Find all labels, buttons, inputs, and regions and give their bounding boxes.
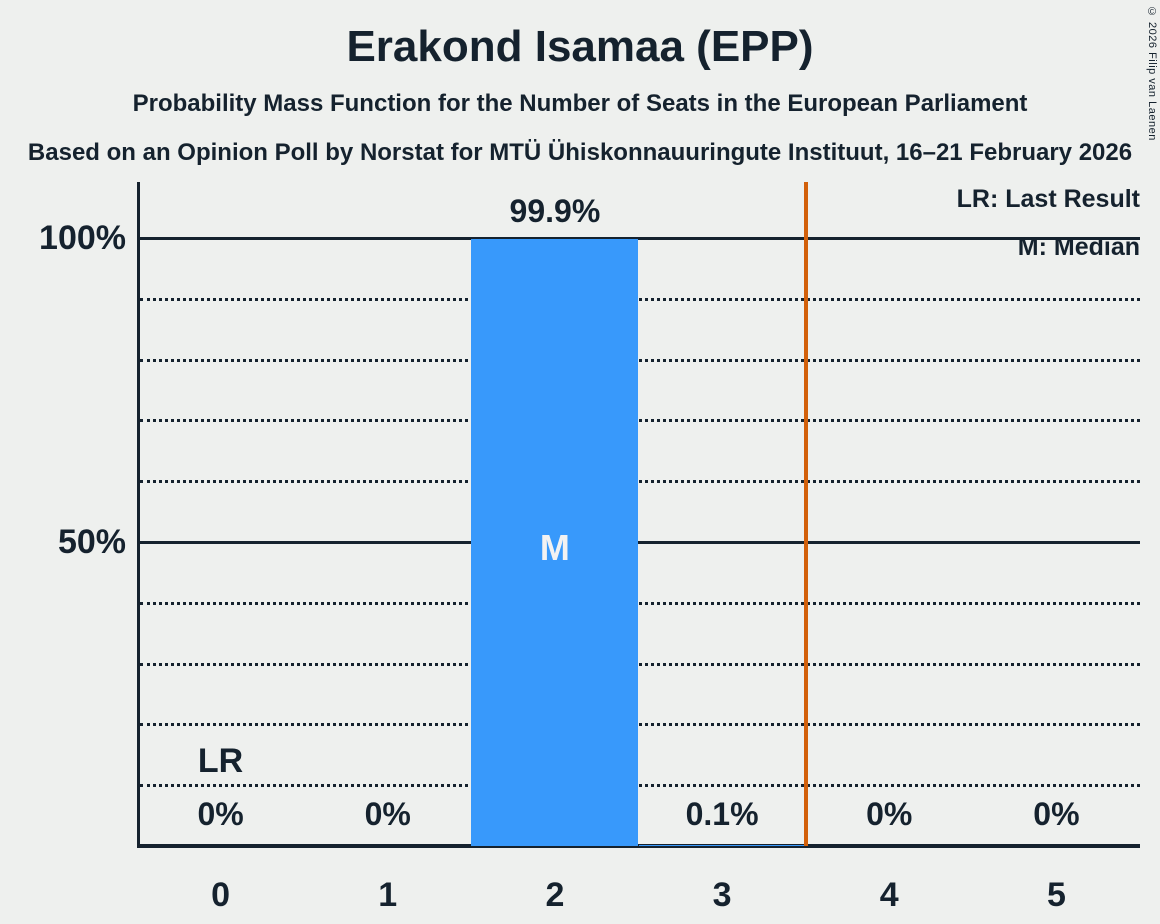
x-axis-line: [137, 844, 1140, 848]
gridline-50pct: [140, 541, 1140, 544]
plot-area: 0% 0% 99.9% 0.1% 0% 0% LR M 0 1 2 3 4 5: [137, 182, 1140, 914]
bar-seat-2: [471, 238, 639, 846]
gridline-100pct: [140, 237, 1140, 240]
bar-seat-3: [638, 845, 806, 846]
chart-source-line: Based on an Opinion Poll by Norstat for …: [27, 139, 1133, 166]
legend-last-result: LR: Last Result: [956, 185, 1140, 213]
value-label-seat-3: 0.1%: [685, 796, 759, 832]
x-tick-1: 1: [378, 876, 398, 914]
chart-title: Erakond Isamaa (EPP): [346, 22, 814, 71]
y-tick-100%: 100%: [39, 219, 126, 257]
gridline-40pct: [140, 601, 1140, 605]
gridline-20pct: [140, 723, 1140, 727]
last-result-marker: LR: [197, 742, 244, 780]
value-label-seat-1: 0%: [364, 796, 411, 832]
y-tick-50%: 50%: [57, 523, 126, 561]
copyright-notice: © 2026 Filip van Laenen: [1146, 6, 1158, 141]
x-tick-0: 0: [211, 876, 231, 914]
gridline-90pct: [140, 297, 1140, 301]
legend-median: M: Median: [1017, 233, 1140, 261]
median-marker: M: [539, 527, 570, 568]
gridline-10pct: [140, 784, 1140, 788]
last-result-line: [803, 182, 808, 846]
value-label-seat-4: 0%: [866, 796, 913, 832]
chart-subtitle: Probability Mass Function for the Number…: [132, 90, 1028, 117]
gridline-30pct: [140, 662, 1140, 666]
x-tick-4: 4: [879, 876, 899, 914]
x-tick-3: 3: [712, 876, 732, 914]
value-label-seat-5: 0%: [1033, 796, 1080, 832]
gridline-60pct: [140, 480, 1140, 484]
y-axis-line: [137, 182, 140, 846]
value-label-seat-0: 0%: [197, 796, 244, 832]
x-tick-2: 2: [545, 876, 565, 914]
value-label-seat-2: 99.9%: [509, 192, 601, 229]
x-tick-5: 5: [1046, 876, 1066, 914]
gridline-70pct: [140, 419, 1140, 423]
gridline-80pct: [140, 358, 1140, 362]
